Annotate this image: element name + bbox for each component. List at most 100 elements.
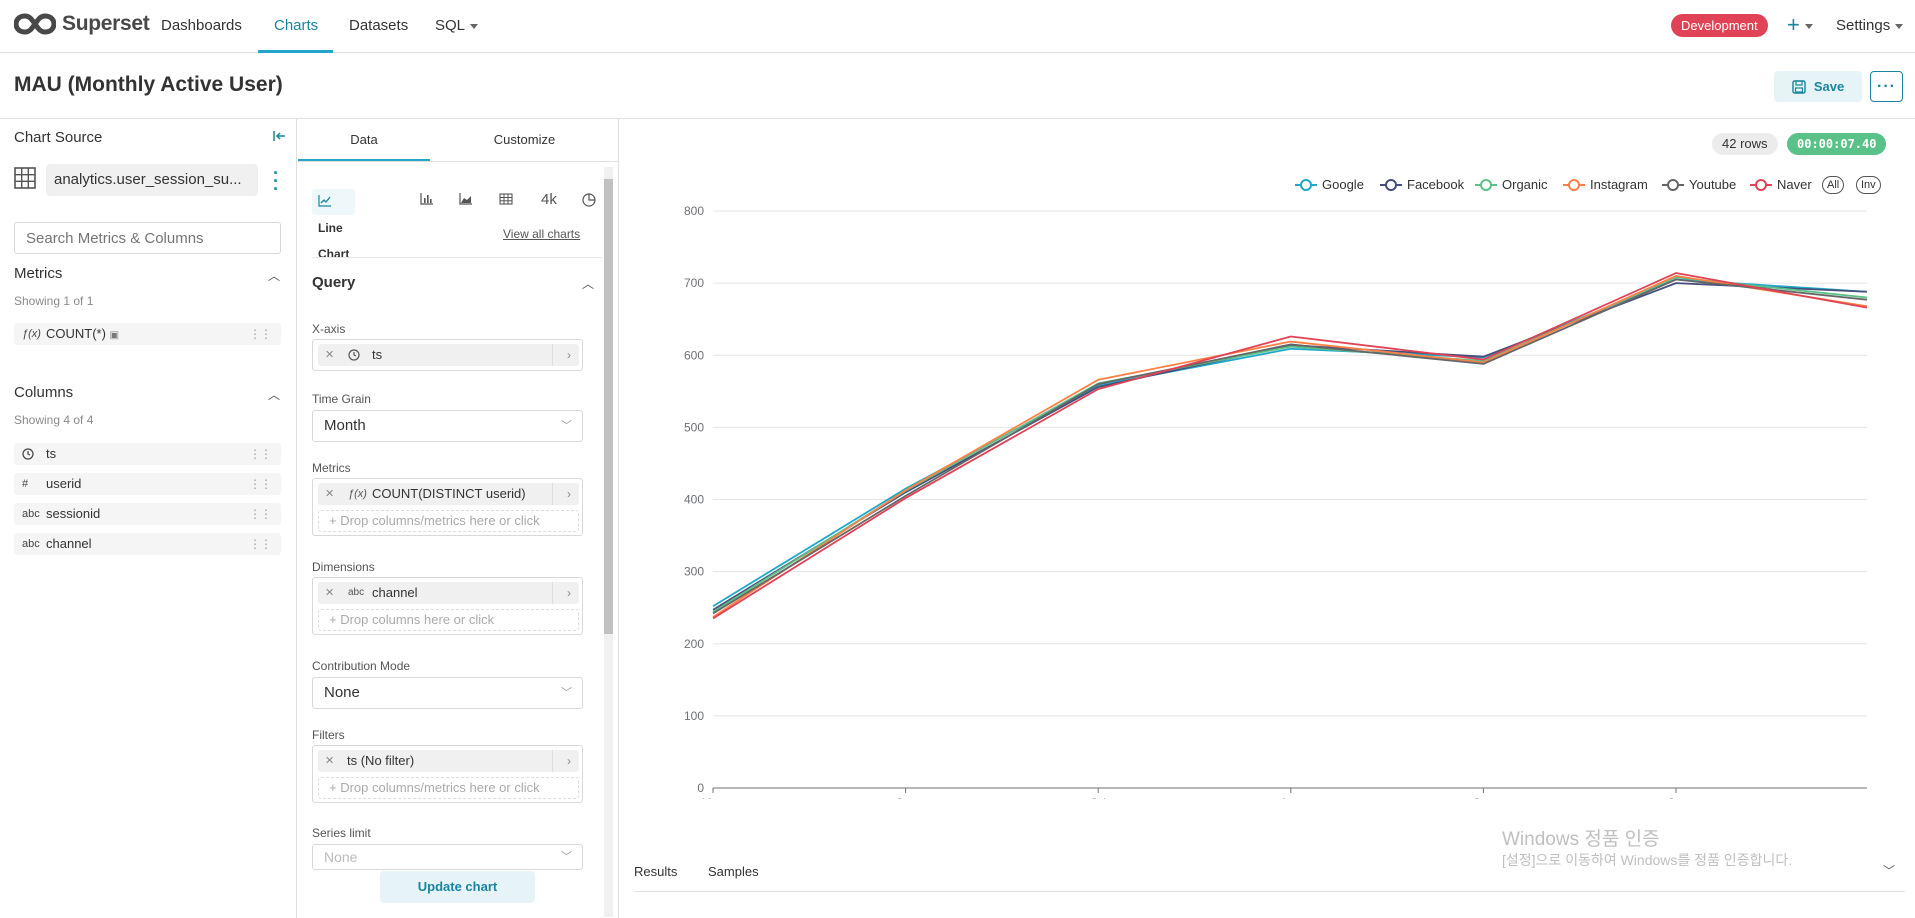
metric-pill[interactable]: ✕ ƒ(x) COUNT(DISTINCT userid) › xyxy=(318,483,579,505)
settings-menu[interactable]: Settings xyxy=(1836,17,1904,34)
x-tick-label: May xyxy=(702,796,725,799)
nav-datasets[interactable]: Datasets xyxy=(349,17,409,34)
chevron-down-icon xyxy=(470,23,479,29)
plus-icon: + xyxy=(329,780,337,795)
legend-invert-button[interactable]: Inv xyxy=(1856,176,1881,194)
superset-logo[interactable]: Superset xyxy=(14,12,150,36)
legend-item-youtube[interactable]: Youtube xyxy=(1662,175,1736,195)
numeric-icon: # xyxy=(22,478,29,490)
nav-dashboards[interactable]: Dashboards xyxy=(161,17,242,34)
legend-item-organic[interactable]: Organic xyxy=(1475,175,1548,195)
filters-control[interactable]: ✕ ts (No filter) › + Drop columns/metric… xyxy=(312,745,583,803)
contribution-select[interactable]: None ﹀ xyxy=(312,677,583,709)
series-line-youtube[interactable] xyxy=(712,278,1868,615)
pie-chart-icon[interactable] xyxy=(582,193,596,210)
y-tick-label: 800 xyxy=(684,204,704,218)
chevron-right-icon[interactable]: › xyxy=(567,754,571,768)
remove-icon[interactable]: ✕ xyxy=(325,349,335,361)
time-grain-select[interactable]: Month ﹀ xyxy=(312,410,583,442)
big-number-icon[interactable]: 4k xyxy=(541,191,557,208)
pill-divider xyxy=(552,483,553,505)
column-item-channel[interactable]: abc channel ⋮⋮ xyxy=(14,533,281,555)
series-line-facebook[interactable] xyxy=(712,282,1868,611)
chevron-up-icon[interactable]: ︿ xyxy=(268,269,281,283)
xaxis-pill[interactable]: ✕ ts › xyxy=(318,344,579,366)
chart-title[interactable]: MAU (Monthly Active User) xyxy=(14,73,283,96)
column-item-userid[interactable]: # userid ⋮⋮ xyxy=(14,473,281,495)
series-limit-label: Series limit xyxy=(312,826,371,840)
x-tick-label: Aug xyxy=(1280,796,1301,799)
tab-results[interactable]: Results xyxy=(634,864,678,879)
remove-icon[interactable]: ✕ xyxy=(325,755,335,767)
legend-select-all-button[interactable]: All xyxy=(1822,176,1845,194)
series-line-naver[interactable] xyxy=(712,272,1868,620)
chevron-right-icon[interactable]: › xyxy=(567,586,571,600)
chevron-down-icon[interactable]: ﹀ xyxy=(1882,864,1895,878)
metrics-label: Metrics xyxy=(312,461,351,475)
pill-divider xyxy=(552,582,553,604)
dataset-menu-icon[interactable]: · · · xyxy=(273,163,279,199)
clock-icon xyxy=(22,443,34,468)
dimensions-drop-zone[interactable]: + Drop columns here or click xyxy=(318,609,579,631)
collapse-left-icon[interactable] xyxy=(272,129,286,146)
new-item-menu[interactable]: + xyxy=(1787,12,1813,38)
filters-drop-zone[interactable]: + Drop columns/metrics here or click xyxy=(318,777,579,799)
save-button[interactable]: Save xyxy=(1774,71,1862,102)
tab-samples[interactable]: Samples xyxy=(708,864,759,879)
chevron-right-icon[interactable]: › xyxy=(567,348,571,362)
chevron-right-icon[interactable]: › xyxy=(567,487,571,501)
chevron-up-icon[interactable]: ︿ xyxy=(582,277,595,291)
legend-item-naver[interactable]: Naver xyxy=(1750,175,1812,195)
bar-chart-icon[interactable] xyxy=(420,193,434,208)
dataset-name[interactable]: analytics.user_session_su... xyxy=(46,164,258,196)
chart-container: 42 rows 00:00:07.40 Google Facebook Orga… xyxy=(620,119,1915,918)
nav-charts[interactable]: Charts xyxy=(274,17,319,34)
dimensions-control[interactable]: ✕ abc channel › + Drop columns here or c… xyxy=(312,577,583,635)
y-tick-label: 700 xyxy=(684,276,704,290)
columns-section-title[interactable]: Columns xyxy=(14,384,74,401)
view-all-charts-link[interactable]: View all charts xyxy=(503,227,581,241)
drag-handle-icon[interactable]: ⋮⋮ xyxy=(249,537,272,551)
search-metrics-input[interactable] xyxy=(14,222,281,254)
more-actions-button[interactable]: ··· xyxy=(1870,71,1903,102)
column-item-sessionid[interactable]: abc sessionid ⋮⋮ xyxy=(14,503,281,525)
legend-item-instagram[interactable]: Instagram xyxy=(1563,175,1648,195)
nav-sql[interactable]: SQL xyxy=(435,17,479,34)
metric-item[interactable]: ƒ(x) COUNT(*) ▣ ⋮⋮ xyxy=(14,323,281,345)
viz-line-chart[interactable]: Line Chart xyxy=(312,189,356,261)
metrics-drop-zone[interactable]: + Drop columns/metrics here or click xyxy=(318,510,579,532)
series-line-instagram[interactable] xyxy=(712,275,1868,618)
scroll-thumb[interactable] xyxy=(604,179,613,634)
legend-item-facebook[interactable]: Facebook xyxy=(1380,175,1464,195)
function-icon: ƒ(x) xyxy=(22,328,41,340)
series-line-google[interactable] xyxy=(712,278,1868,608)
table-chart-icon[interactable] xyxy=(499,193,513,208)
tab-customize[interactable]: Customize xyxy=(493,132,556,147)
metrics-control[interactable]: ✕ ƒ(x) COUNT(DISTINCT userid) › + Drop c… xyxy=(312,478,583,536)
drag-handle-icon[interactable]: ⋮⋮ xyxy=(249,507,272,521)
remove-icon[interactable]: ✕ xyxy=(325,488,335,500)
metrics-section-title[interactable]: Metrics xyxy=(14,265,63,282)
chevron-up-icon[interactable]: ︿ xyxy=(268,388,281,402)
column-item-ts[interactable]: ts ⋮⋮ xyxy=(14,443,281,465)
query-section-title[interactable]: Query xyxy=(312,274,356,291)
area-chart-icon[interactable] xyxy=(459,193,473,208)
xaxis-control[interactable]: ✕ ts › xyxy=(312,339,583,371)
tab-data[interactable]: Data xyxy=(350,132,378,147)
column-label: ts xyxy=(46,446,57,461)
series-limit-select[interactable]: None ﹀ xyxy=(312,844,583,870)
drag-handle-icon[interactable]: ⋮⋮ xyxy=(249,327,272,341)
chart-header: MAU (Monthly Active User) Save ··· xyxy=(0,53,1915,119)
dimension-pill[interactable]: ✕ abc channel › xyxy=(318,582,579,604)
remove-icon[interactable]: ✕ xyxy=(325,587,335,599)
update-chart-button[interactable]: Update chart xyxy=(380,871,535,903)
filter-pill[interactable]: ✕ ts (No filter) › xyxy=(318,750,579,772)
control-scrollbar[interactable] xyxy=(604,167,613,917)
x-tick-label: Jul xyxy=(1091,796,1106,799)
dimension-value: channel xyxy=(372,585,418,600)
legend-item-google[interactable]: Google xyxy=(1295,175,1364,195)
row-count-badge: 42 rows xyxy=(1712,133,1778,155)
drag-handle-icon[interactable]: ⋮⋮ xyxy=(249,447,272,461)
series-line-organic[interactable] xyxy=(712,276,1868,613)
drag-handle-icon[interactable]: ⋮⋮ xyxy=(249,477,272,491)
